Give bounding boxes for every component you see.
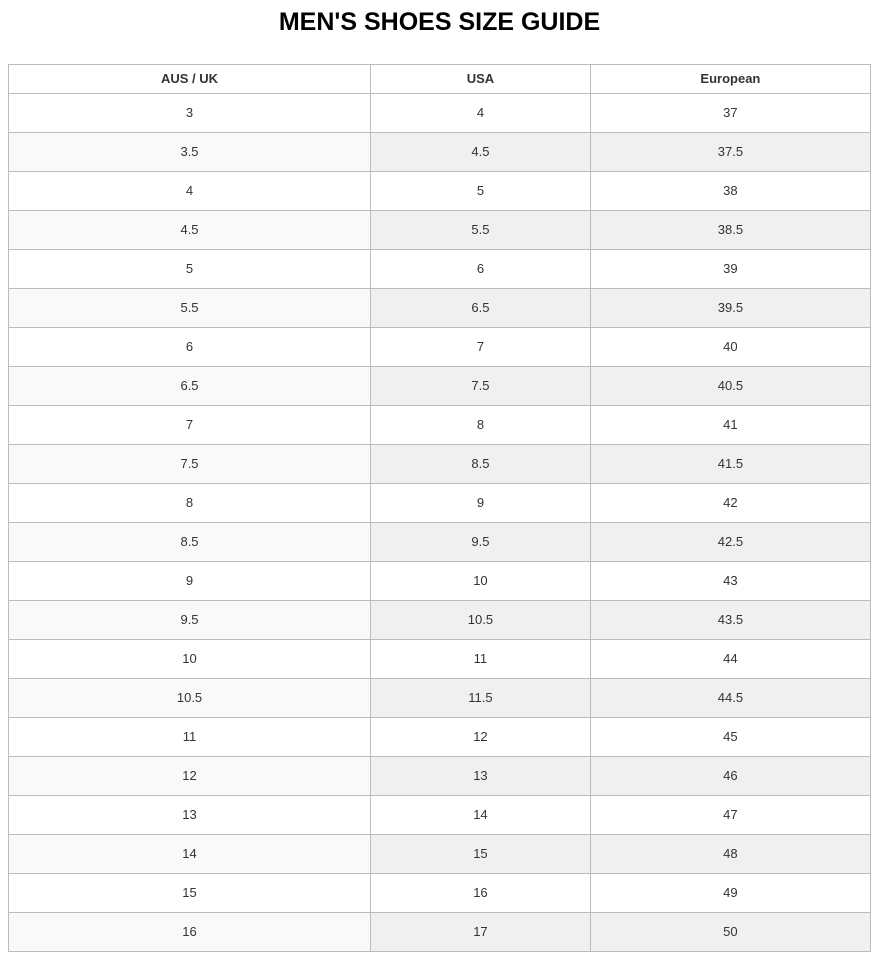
size-cell: 37 [589,93,872,133]
page-title: MEN'S SHOES SIZE GUIDE [278,8,601,36]
size-cell: 3.5 [7,132,372,172]
size-cell: 15 [7,873,372,913]
size-cell: 8.5 [7,522,372,562]
size-cell: 9 [370,483,591,523]
table-row: 16 17 50 [7,912,872,952]
table-body: 3 4 37 3.5 4.5 37.5 4 5 38 4.5 5.5 38.5 5 6 39 5.5 6.5 39… [7,93,872,952]
table-row: 7.5 8.5 41.5 [7,444,872,484]
column-header-usa: USA [370,64,591,94]
size-cell: 5 [370,171,591,211]
table-row: 12 13 46 [7,756,872,796]
table-row: 15 16 49 [7,873,872,913]
column-header-aus-uk: AUS / UK [7,64,372,94]
table-row: 3.5 4.5 37.5 [7,132,872,172]
size-guide-page: MEN'S SHOES SIZE GUIDE AUS / UK USA Euro… [7,8,872,952]
size-cell: 14 [7,834,372,874]
table-header: AUS / UK USA European [7,64,872,94]
table-row: 3 4 37 [7,93,872,133]
size-cell: 13 [7,795,372,835]
size-cell: 7.5 [370,366,591,406]
size-cell: 42 [589,483,872,523]
table-row: 13 14 47 [7,795,872,835]
size-cell: 10 [7,639,372,679]
table-row: 8.5 9.5 42.5 [7,522,872,562]
table-row: 14 15 48 [7,834,872,874]
size-cell: 15 [370,834,591,874]
size-cell: 7.5 [7,444,372,484]
size-cell: 16 [7,912,372,952]
size-cell: 48 [589,834,872,874]
table-row: 10 11 44 [7,639,872,679]
size-cell: 6 [7,327,372,367]
size-cell: 7 [7,405,372,445]
size-cell: 13 [370,756,591,796]
size-cell: 43.5 [589,600,872,640]
size-cell: 6 [370,249,591,289]
size-cell: 50 [589,912,872,952]
size-cell: 43 [589,561,872,601]
size-cell: 3 [7,93,372,133]
size-cell: 8.5 [370,444,591,484]
size-cell: 40 [589,327,872,367]
size-cell: 16 [370,873,591,913]
table-row: 6.5 7.5 40.5 [7,366,872,406]
size-cell: 4.5 [370,132,591,172]
column-header-european: European [589,64,872,94]
size-cell: 11 [370,639,591,679]
size-cell: 14 [370,795,591,835]
table-row: 5 6 39 [7,249,872,289]
table-row: 4 5 38 [7,171,872,211]
size-cell: 40.5 [589,366,872,406]
size-cell: 39.5 [589,288,872,328]
size-cell: 12 [370,717,591,757]
size-cell: 9.5 [370,522,591,562]
size-cell: 41.5 [589,444,872,484]
size-cell: 4 [370,93,591,133]
size-cell: 5.5 [7,288,372,328]
size-cell: 9.5 [7,600,372,640]
size-cell: 5 [7,249,372,289]
size-cell: 44 [589,639,872,679]
size-cell: 41 [589,405,872,445]
table-row: 7 8 41 [7,405,872,445]
table-row: 6 7 40 [7,327,872,367]
size-cell: 42.5 [589,522,872,562]
size-cell: 12 [7,756,372,796]
size-cell: 47 [589,795,872,835]
size-cell: 10.5 [7,678,372,718]
size-cell: 8 [370,405,591,445]
table-row: 10.5 11.5 44.5 [7,678,872,718]
size-cell: 7 [370,327,591,367]
size-cell: 6.5 [7,366,372,406]
size-cell: 39 [589,249,872,289]
size-cell: 4 [7,171,372,211]
size-cell: 4.5 [7,210,372,250]
size-cell: 10.5 [370,600,591,640]
size-cell: 45 [589,717,872,757]
size-cell: 44.5 [589,678,872,718]
table-row: 11 12 45 [7,717,872,757]
size-cell: 8 [7,483,372,523]
size-guide-table: AUS / UK USA European 3 4 37 3.5 4.5 37.5 4 5 38… [7,64,872,952]
table-row: 9 10 43 [7,561,872,601]
size-cell: 46 [589,756,872,796]
header-row: AUS / UK USA European [7,64,872,94]
size-cell: 5.5 [370,210,591,250]
size-cell: 11.5 [370,678,591,718]
size-cell: 11 [7,717,372,757]
size-cell: 10 [370,561,591,601]
size-cell: 49 [589,873,872,913]
table-row: 5.5 6.5 39.5 [7,288,872,328]
size-cell: 38.5 [589,210,872,250]
size-cell: 37.5 [589,132,872,172]
size-cell: 17 [370,912,591,952]
table-row: 4.5 5.5 38.5 [7,210,872,250]
table-row: 9.5 10.5 43.5 [7,600,872,640]
size-cell: 6.5 [370,288,591,328]
size-cell: 9 [7,561,372,601]
size-cell: 38 [589,171,872,211]
table-row: 8 9 42 [7,483,872,523]
